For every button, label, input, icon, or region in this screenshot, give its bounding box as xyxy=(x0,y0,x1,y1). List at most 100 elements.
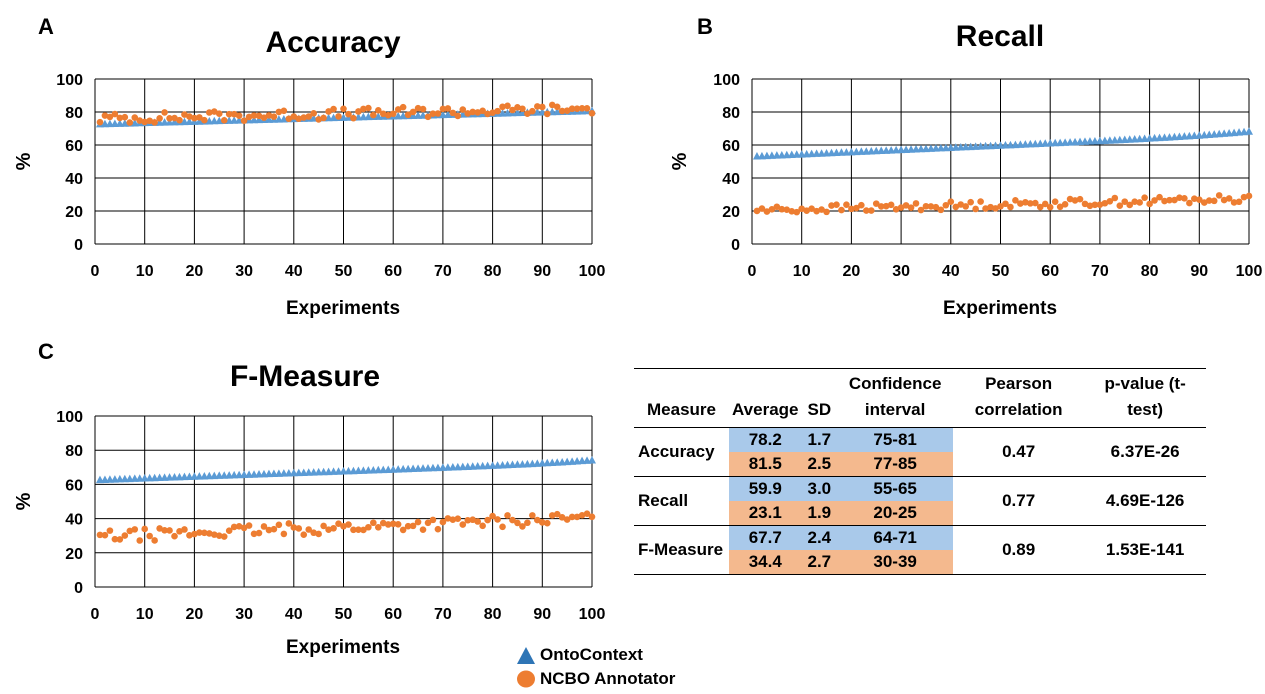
data-point-circle xyxy=(384,111,392,119)
data-point-circle xyxy=(828,202,835,209)
data-point-circle xyxy=(1225,195,1233,202)
y-tick-label: 100 xyxy=(713,72,740,89)
panel-letter: C xyxy=(38,339,54,364)
data-point-circle xyxy=(260,523,268,530)
data-point-circle xyxy=(1101,199,1109,207)
data-point-circle xyxy=(245,113,253,121)
data-point-circle xyxy=(300,114,308,121)
data-point-circle xyxy=(543,519,551,527)
data-point-circle xyxy=(206,530,213,537)
data-point-circle xyxy=(902,202,910,209)
data-point-circle xyxy=(285,520,293,527)
data-point-circle xyxy=(210,531,218,538)
data-point-circle xyxy=(285,115,293,123)
measure-accuracy: Accuracy xyxy=(638,442,715,461)
data-point-circle xyxy=(365,523,372,531)
x-tick-label: 20 xyxy=(843,263,861,280)
data-point-circle xyxy=(1151,197,1158,204)
x-tick-label: 40 xyxy=(285,263,303,280)
panel-letter: A xyxy=(38,14,54,39)
x-tick-label: 90 xyxy=(1190,263,1208,280)
data-point-circle xyxy=(479,522,486,530)
data-point-circle xyxy=(176,528,183,535)
data-point-circle xyxy=(270,525,278,533)
data-point-circle xyxy=(315,116,322,123)
data-point-circle xyxy=(823,208,830,216)
triangle-marker-icon xyxy=(517,647,535,664)
data-point-circle xyxy=(499,103,506,111)
x-tick-label: 10 xyxy=(136,263,154,280)
data-point-circle xyxy=(419,526,427,533)
header-pearson-correlation: Pearson correlation xyxy=(974,374,1063,419)
data-point-circle xyxy=(215,110,223,118)
header-measure: Measure xyxy=(647,400,716,419)
data-point-circle xyxy=(225,527,233,535)
data-point-circle xyxy=(141,118,148,126)
data-point-circle xyxy=(111,110,119,118)
data-point-circle xyxy=(474,109,481,116)
data-point-circle xyxy=(987,203,994,211)
data-point-circle xyxy=(454,515,462,523)
data-point-circle xyxy=(1240,193,1248,201)
header-sd: SD xyxy=(807,400,832,419)
data-point-circle xyxy=(151,537,158,544)
chart-title: Accuracy xyxy=(265,26,400,59)
data-point-circle xyxy=(121,532,129,539)
data-point-circle xyxy=(320,114,327,122)
x-tick-label: 90 xyxy=(533,263,551,280)
series-ncbo-annotator xyxy=(96,510,596,544)
data-point-circle xyxy=(1116,202,1124,210)
data-point-circle xyxy=(215,532,223,540)
y-axis-label: % xyxy=(13,492,35,510)
data-point-circle xyxy=(519,523,526,530)
cell-ci: 55-65 xyxy=(837,476,954,501)
x-tick-label: 70 xyxy=(1091,263,1109,280)
data-point-circle xyxy=(409,108,417,116)
data-point-circle xyxy=(196,529,203,536)
data-point-circle xyxy=(773,203,781,211)
data-point-circle xyxy=(838,206,845,214)
data-point-circle xyxy=(558,107,566,115)
x-tick-label: 80 xyxy=(484,263,502,280)
data-point-circle xyxy=(1002,200,1009,208)
y-tick-label: 40 xyxy=(65,512,83,529)
data-point-circle xyxy=(220,117,228,124)
cell-ci: 30-39 xyxy=(837,550,954,575)
x-tick-label: 60 xyxy=(1041,263,1059,280)
data-point-circle xyxy=(548,101,556,109)
data-point-circle xyxy=(1131,198,1138,205)
data-point-circle xyxy=(1036,203,1044,211)
data-point-circle xyxy=(499,523,506,531)
data-point-circle xyxy=(280,530,288,538)
data-point-circle xyxy=(534,103,541,110)
data-point-circle xyxy=(325,108,332,115)
data-point-circle xyxy=(534,516,541,524)
data-point-circle xyxy=(350,526,357,534)
y-tick-label: 20 xyxy=(722,204,740,221)
data-point-circle xyxy=(126,119,134,126)
data-point-circle xyxy=(763,208,771,215)
data-point-circle xyxy=(439,105,447,113)
series-ontocontext xyxy=(95,455,596,484)
y-tick-label: 0 xyxy=(74,580,83,597)
series-ontocontext xyxy=(752,127,1253,160)
data-point-circle xyxy=(793,208,801,216)
data-point-circle xyxy=(1156,193,1163,201)
data-point-circle xyxy=(330,105,337,113)
measure-f-measure: F-Measure xyxy=(638,540,724,559)
cell-sd: 2.5 xyxy=(801,452,838,477)
data-point-circle xyxy=(399,103,407,111)
data-point-circle xyxy=(1096,201,1104,208)
data-point-circle xyxy=(882,202,890,210)
data-point-circle xyxy=(1121,198,1129,205)
data-point-circle xyxy=(922,202,930,210)
data-point-circle xyxy=(345,521,352,528)
data-point-circle xyxy=(255,112,263,120)
data-point-circle xyxy=(563,516,571,523)
data-point-circle xyxy=(548,512,556,519)
y-tick-label: 20 xyxy=(65,546,83,563)
data-point-circle xyxy=(335,520,342,527)
table-row-accuracy-ncbo: 81.5 2.5 77-85 xyxy=(634,452,1207,477)
data-point-circle xyxy=(504,512,511,519)
data-point-circle xyxy=(166,527,173,534)
